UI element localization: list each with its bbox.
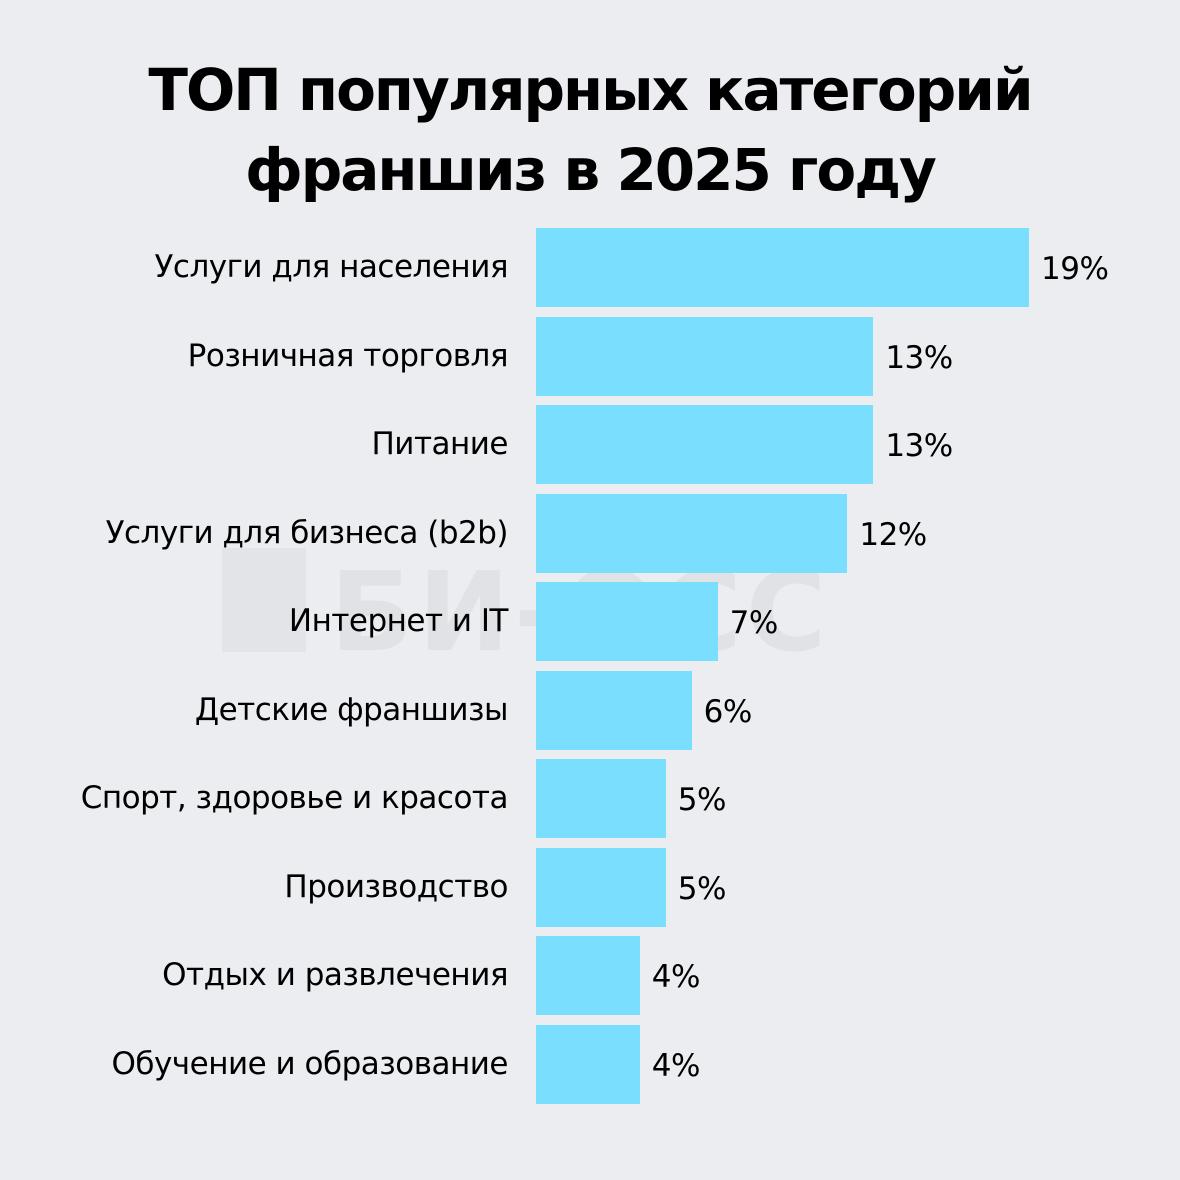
bar-row: Услуги для населения 19% [0,228,1180,307]
bar [536,1024,640,1104]
value-label: 7% [729,605,779,641]
chart-title: ТОП популярных категорий франшиз в 2025 … [0,50,1180,210]
value-label: 4% [651,1047,701,1084]
title-line-2: франшиз в 2025 году [245,136,937,204]
category-label: Обучение и образование [111,1045,508,1082]
bar-row: Питание 13% [0,405,1180,484]
bar [536,493,848,573]
bar-row: Услуги для бизнеса (b2b) 12% [0,493,1180,573]
bar-row: Обучение и образование 4% [0,1024,1180,1104]
bar-row: Спорт, здоровье и красота 5% [0,759,1180,838]
category-label: Отдых и развлечения [162,957,508,993]
bar-row: Отдых и развлечения 4% [0,936,1180,1015]
title-line-1: ТОП популярных категорий [148,56,1033,124]
value-label: 5% [677,870,727,907]
bar [536,847,666,927]
bar [536,759,666,838]
bar [536,316,874,396]
category-label: Спорт, здоровье и красота [80,780,509,816]
category-label: Детские франшизы [194,691,509,728]
bar [536,228,1029,307]
value-label: 12% [859,516,927,553]
category-label: Питание [371,426,509,462]
value-label: 4% [651,959,701,995]
value-label: 19% [1041,251,1109,287]
bar-row: Производство 5% [0,847,1180,927]
value-label: 6% [703,693,753,730]
bar-row: Розничная торговля 13% [0,316,1180,396]
category-label: Интернет и IT [288,603,509,639]
bar [536,405,874,484]
bar [536,582,718,661]
bar [536,670,692,750]
bar-row: Интернет и IT 7% [0,582,1180,661]
bar [536,936,640,1015]
category-label: Розничная торговля [187,337,509,374]
category-label: Услуги для населения [154,249,509,285]
bar-row: Детские франшизы 6% [0,670,1180,750]
category-label: Услуги для бизнеса (b2b) [105,514,509,551]
value-label: 5% [677,782,727,818]
value-label: 13% [885,339,953,376]
value-label: 13% [885,428,953,464]
watermark-logo-block [222,548,306,652]
category-label: Производство [284,868,508,905]
